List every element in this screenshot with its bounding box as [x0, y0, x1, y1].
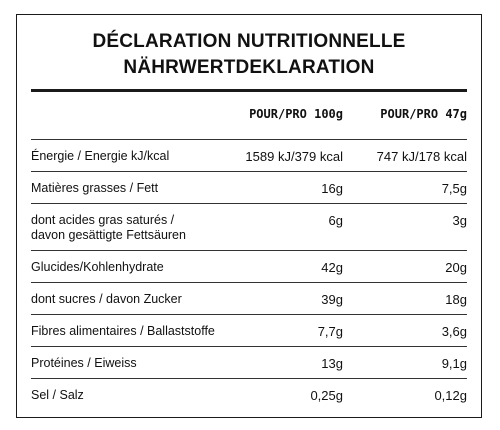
table-row-salt: Sel / Salz 0,25g 0,12g: [31, 378, 467, 410]
row-label: Protéines / Eiweiss: [31, 356, 137, 370]
row-value-100g: 0,25g: [310, 388, 343, 403]
table-row-sugars: dont sucres / davon Zucker 39g 18g: [31, 282, 467, 314]
row-label-line-1: dont acides gras saturés /: [31, 213, 175, 227]
row-value-portion: 9,1g: [441, 356, 467, 371]
header-per-portion: POUR/PRO 47g: [380, 107, 467, 121]
row-value-portion: 20g: [445, 260, 467, 275]
row-value-portion: 3,6g: [441, 324, 467, 339]
row-value-100g: 39g: [321, 292, 343, 307]
table-row-fat: Matières grasses / Fett 16g 7,5g: [31, 171, 467, 203]
table-row-fibre: Fibres alimentaires / Ballaststoffe 7,7g…: [31, 314, 467, 346]
row-label: Énergie / Energie kJ/kcal: [31, 149, 170, 163]
table-row-protein: Protéines / Eiweiss 13g 9,1g: [31, 346, 467, 378]
table-row-saturated-fat: dont acides gras saturés / davon gesätti…: [31, 203, 467, 250]
row-label: Glucides/Kohlenhydrate: [31, 260, 164, 274]
row-value-portion: 3g: [452, 213, 467, 228]
row-value-100g: 7,7g: [317, 324, 343, 339]
row-value-100g: 1589 kJ/379 kcal: [245, 149, 343, 164]
title-french: DÉCLARATION NUTRITIONNELLE: [92, 31, 406, 52]
panel-title: DÉCLARATION NUTRITIONNELLE NÄHRWERTDEKLA…: [17, 15, 481, 81]
header-per-100g: POUR/PRO 100g: [249, 107, 343, 121]
row-label-line-2: davon gesättigte Fettsäuren: [31, 228, 186, 242]
table-row-energy: Énergie / Energie kJ/kcal 1589 kJ/379 kc…: [31, 139, 467, 171]
row-value-portion: 0,12g: [434, 388, 467, 403]
table-row-carbohydrates: Glucides/Kohlenhydrate 42g 20g: [31, 250, 467, 282]
row-label: Matières grasses / Fett: [31, 181, 159, 195]
row-value-100g: 42g: [321, 260, 343, 275]
row-value-portion: 18g: [445, 292, 467, 307]
row-value-100g: 16g: [321, 181, 343, 196]
title-divider: [31, 89, 467, 92]
row-value-100g: 13g: [321, 356, 343, 371]
row-value-portion: 747 kJ/178 kcal: [376, 149, 467, 164]
row-label: dont sucres / davon Zucker: [31, 292, 182, 306]
nutrition-table: Énergie / Energie kJ/kcal 1589 kJ/379 kc…: [31, 139, 467, 410]
title-german: NÄHRWERTDEKLARATION: [123, 57, 375, 78]
column-headers: POUR/PRO 100g POUR/PRO 47g: [31, 107, 467, 127]
row-label: Sel / Salz: [31, 388, 84, 402]
nutrition-panel: DÉCLARATION NUTRITIONNELLE NÄHRWERTDEKLA…: [16, 14, 482, 418]
row-value-portion: 7,5g: [441, 181, 467, 196]
row-label: dont acides gras saturés / davon gesätti…: [31, 213, 186, 243]
row-label: Fibres alimentaires / Ballaststoffe: [31, 324, 215, 338]
row-value-100g: 6g: [328, 213, 343, 228]
